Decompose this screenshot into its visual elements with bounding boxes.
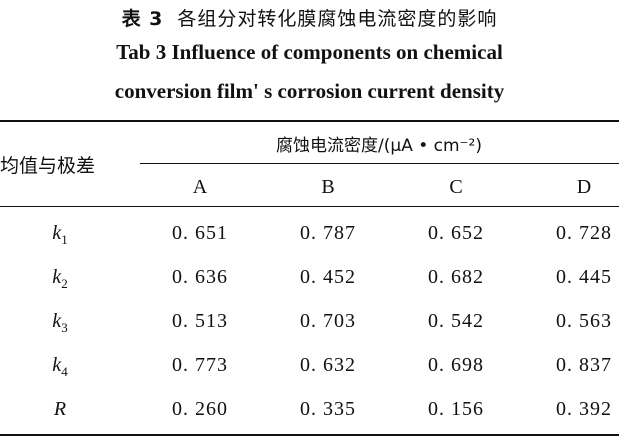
column-header-b: B [321,176,335,198]
table-cell: 0. 652 [428,222,484,244]
table-number-label: 表 3 [121,8,164,30]
table-cell: 0. 837 [556,354,612,376]
stub-header: 均值与极差 [0,155,96,177]
row-label-k2: k2 [52,266,68,291]
group-header-rule [140,163,619,164]
table-cell: 0. 698 [428,354,484,376]
table-caption-chinese: 表 3 各组分对转化膜腐蚀电流密度的影响 [0,4,619,31]
column-header-c: C [449,176,463,198]
table-cell: 0. 636 [172,266,228,288]
table-cell: 0. 392 [556,398,612,420]
table-title-english-line1: Tab 3 Influence of components on chemica… [116,40,503,64]
table-cell: 0. 260 [172,398,228,420]
table-cell: 0. 335 [300,398,356,420]
table-title-chinese: 各组分对转化膜腐蚀电流密度的影响 [177,8,498,30]
table-cell: 0. 513 [172,310,228,332]
table-cell: 0. 452 [300,266,356,288]
table-cell: 0. 156 [428,398,484,420]
row-label-k1: k1 [52,222,68,247]
column-header-a: A [192,176,208,198]
table-cell: 0. 632 [300,354,356,376]
table-cell: 0. 542 [428,310,484,332]
row-label-k3: k3 [52,310,68,335]
table-cell: 0. 787 [300,222,356,244]
table-cell: 0. 445 [556,266,612,288]
column-header-d: D [576,176,592,198]
row-label-r: R [53,398,67,420]
header-bottom-rule [0,206,619,207]
table-bottom-rule [0,434,619,436]
table-cell: 0. 703 [300,310,356,332]
table-top-rule [0,120,619,122]
table-cell: 0. 651 [172,222,228,244]
table-cell: 0. 563 [556,310,612,332]
table-cell: 0. 773 [172,354,228,376]
group-header: 腐蚀电流密度/(μA • cm⁻²) [276,136,482,156]
table-cell: 0. 728 [556,222,612,244]
table-title-english-line2: conversion film' s corrosion current den… [114,79,505,103]
row-label-k4: k4 [52,354,68,379]
table-cell: 0. 682 [428,266,484,288]
